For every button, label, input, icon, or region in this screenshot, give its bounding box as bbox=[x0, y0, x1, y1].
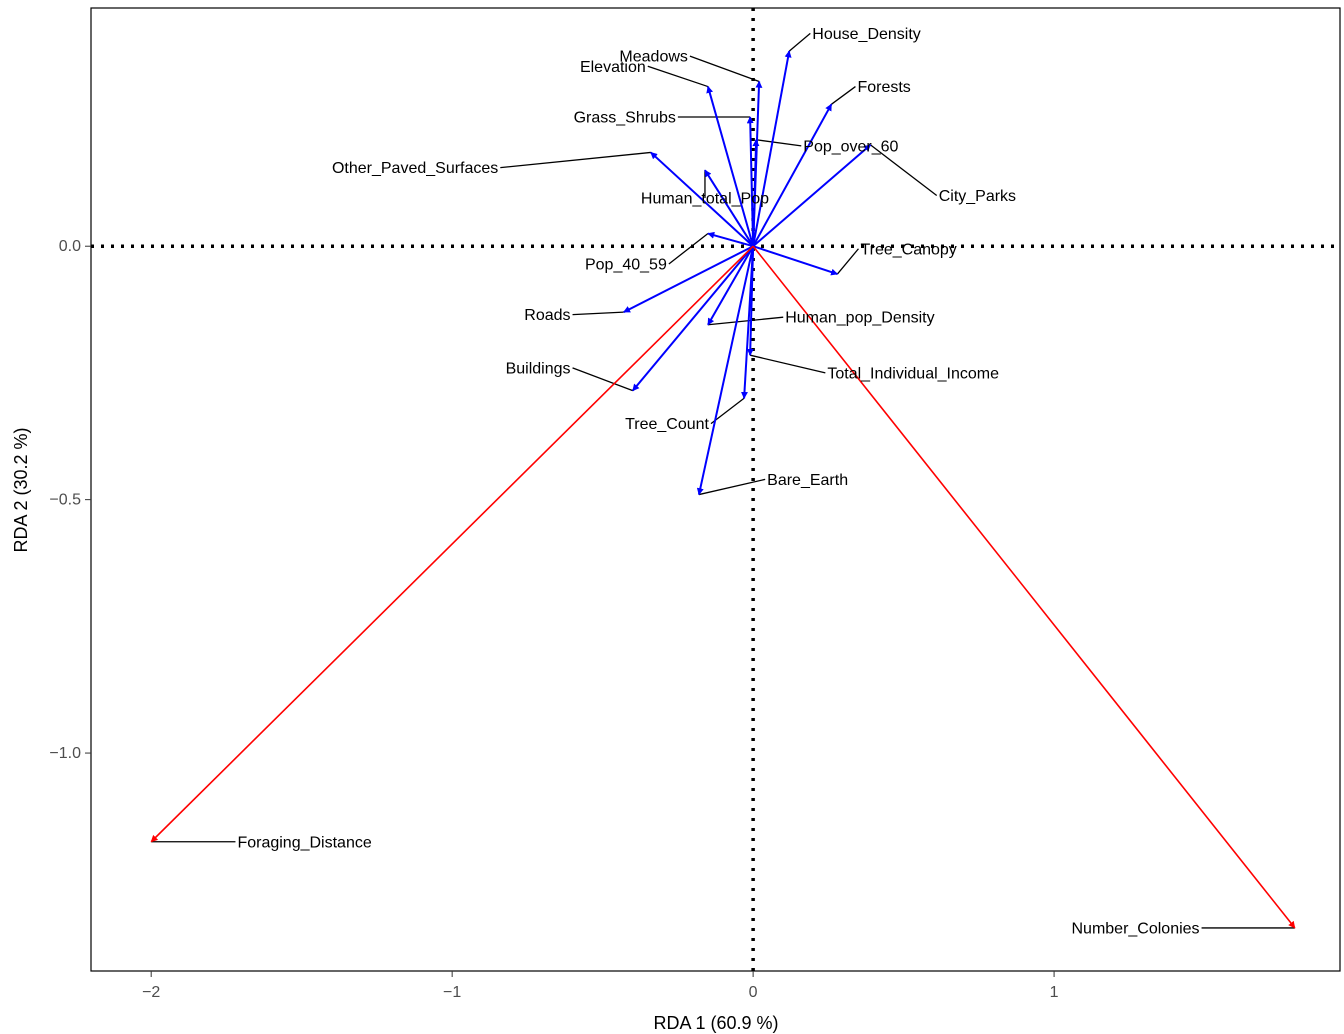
house-density-leader-line bbox=[788, 32, 811, 52]
foraging-distance-label: Foraging_Distance bbox=[237, 834, 371, 851]
house-density-vector bbox=[752, 50, 792, 247]
forests-leader-line bbox=[830, 86, 856, 105]
roads-label: Roads bbox=[524, 307, 570, 324]
buildings-vector bbox=[631, 245, 754, 392]
response-vectors bbox=[150, 245, 1296, 929]
pop-over-60-vector bbox=[752, 139, 760, 247]
pop-40-59-leader-line bbox=[668, 233, 709, 265]
y-axis-ticks: 0.0 −0.5 −1.0 bbox=[49, 238, 91, 762]
y-tick-label: −0.5 bbox=[49, 492, 81, 509]
tree-count-label: Tree_Count bbox=[625, 416, 709, 433]
city-parks-label: City_Parks bbox=[939, 188, 1016, 205]
x-tick-label: 0 bbox=[749, 984, 758, 1001]
pop-over-60-label: Pop_over_60 bbox=[803, 138, 898, 155]
human-pop-density-label: Human_pop_Density bbox=[785, 310, 934, 327]
other-paved-surfaces-label: Other_Paved_Surfaces bbox=[332, 160, 498, 177]
total-individual-income-label: Total_Individual_Income bbox=[827, 365, 999, 382]
buildings-leader-line bbox=[572, 367, 633, 392]
meadows-label: Meadows bbox=[619, 49, 687, 66]
y-tick-label: 0.0 bbox=[59, 238, 81, 255]
tree-canopy-leader-line bbox=[836, 248, 859, 275]
x-tick-label: −1 bbox=[443, 984, 461, 1001]
x-tick-label: 1 bbox=[1050, 984, 1059, 1001]
tree-count-leader-line bbox=[710, 397, 745, 425]
roads-vector bbox=[623, 245, 754, 313]
x-tick-label: −2 bbox=[142, 984, 160, 1001]
grass-shrubs-label: Grass_Shrubs bbox=[574, 109, 676, 126]
elevation-leader-line bbox=[647, 65, 709, 88]
x-axis-ticks: −2 −1 0 1 bbox=[142, 971, 1059, 1001]
number-colonies-label: Number_Colonies bbox=[1071, 920, 1199, 937]
human-total-pop-label: Human_total_Pop bbox=[641, 191, 769, 208]
roads-leader-line bbox=[572, 311, 624, 316]
number-colonies-vector bbox=[752, 245, 1296, 929]
human-total-pop-vector bbox=[704, 169, 754, 247]
buildings-label: Buildings bbox=[506, 360, 571, 377]
foraging-distance-vector bbox=[150, 245, 754, 843]
y-axis-title: RDA 2 (30.2 %) bbox=[11, 427, 31, 552]
forests-label: Forests bbox=[857, 79, 910, 96]
city-parks-vector bbox=[752, 144, 872, 247]
x-axis-title: RDA 1 (60.9 %) bbox=[653, 1013, 778, 1033]
tree-count-vector bbox=[740, 246, 755, 399]
pop-40-59-label: Pop_40_59 bbox=[585, 256, 667, 273]
meadows-leader-line bbox=[689, 55, 760, 83]
city-parks-leader-line bbox=[870, 144, 938, 197]
label-leader-lines bbox=[151, 32, 1295, 929]
elevation-label: Elevation bbox=[580, 59, 646, 76]
elevation-vector bbox=[706, 85, 755, 247]
bare-earth-vector bbox=[696, 246, 755, 496]
human-pop-density-vector bbox=[707, 245, 754, 326]
explanatory-vectors bbox=[623, 50, 872, 496]
tree-canopy-vector bbox=[752, 245, 839, 276]
grass-shrubs-vector bbox=[746, 116, 755, 247]
other-paved-surfaces-leader-line bbox=[500, 151, 651, 169]
tree-canopy-label: Tree_Canopy bbox=[860, 241, 956, 258]
pop-over-60-leader-line bbox=[756, 139, 802, 147]
other-paved-surfaces-vector bbox=[650, 151, 754, 247]
human-pop-density-leader-line bbox=[707, 316, 784, 326]
plot-panel bbox=[90, 7, 1341, 972]
bare-earth-label: Bare_Earth bbox=[767, 472, 848, 489]
pop-40-59-vector bbox=[707, 231, 754, 248]
bare-earth-leader-line bbox=[698, 478, 766, 496]
forests-vector bbox=[752, 103, 833, 247]
total-individual-income-leader-line bbox=[749, 354, 826, 374]
y-tick-label: −1.0 bbox=[49, 745, 81, 762]
house-density-label: House_Density bbox=[812, 26, 921, 43]
reference-lines bbox=[91, 8, 1340, 971]
